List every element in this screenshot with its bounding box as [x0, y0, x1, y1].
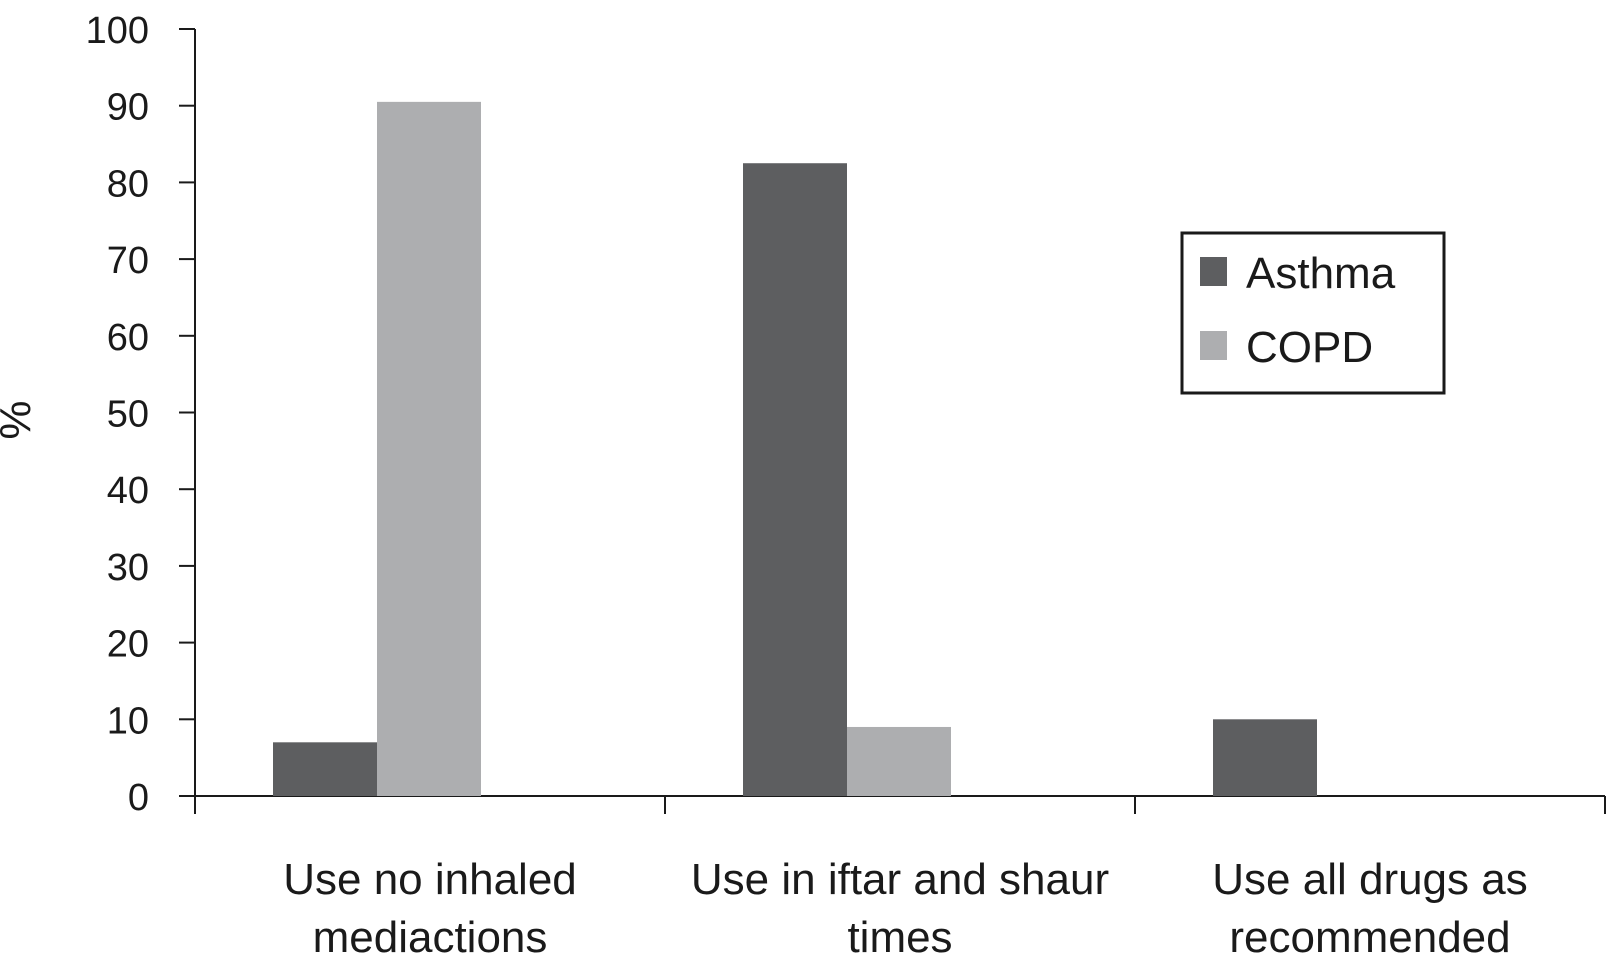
- y-axis-label: %: [0, 400, 40, 439]
- y-tick-label: 60: [107, 317, 149, 359]
- x-category-label-line: times: [847, 913, 952, 962]
- bars: [273, 101, 1317, 797]
- bar-asthma-0: [273, 742, 377, 796]
- bar-copd-0: [377, 101, 481, 797]
- bar-asthma-2: [1213, 719, 1317, 796]
- y-tick-label: 20: [107, 624, 149, 666]
- legend: Asthma COPD: [1180, 231, 1446, 395]
- x-category-label-line: Use no inhaled: [283, 855, 577, 904]
- y-tick-label: 90: [107, 87, 149, 129]
- legend-label-asthma: Asthma: [1246, 249, 1396, 298]
- legend-box: [1180, 231, 1446, 395]
- x-category-label-line: recommended: [1229, 913, 1510, 962]
- x-axis: Use no inhaled mediactions Use in iftar an…: [194, 795, 1606, 962]
- x-category-label: Use no inhaled mediactions: [283, 855, 577, 962]
- bar-copd-1: [847, 726, 951, 796]
- legend-swatch-copd: [1200, 331, 1227, 360]
- y-axis: 0 10 20 30 40 50 60 70 80 90 100: [86, 10, 196, 819]
- y-tick-label: 50: [107, 394, 149, 436]
- y-tick-label: 40: [107, 470, 149, 512]
- y-tick-label: 10: [107, 700, 149, 742]
- legend-swatch-asthma: [1200, 257, 1227, 286]
- x-category-label: Use in iftar and shaur times: [691, 855, 1109, 962]
- y-tick-label: 30: [107, 547, 149, 589]
- y-tick-label: 100: [86, 10, 149, 52]
- x-category-label: Use all drugs as recommended: [1212, 855, 1527, 962]
- legend-label-copd: COPD: [1246, 323, 1373, 372]
- y-tick-label: 70: [107, 240, 149, 282]
- y-axis-label-group: %: [0, 400, 40, 439]
- y-tick-label: 80: [107, 163, 149, 205]
- x-category-label-line: Use all drugs as: [1212, 855, 1527, 904]
- y-tick-label: 0: [128, 777, 149, 819]
- x-category-label-line: mediactions: [313, 913, 548, 962]
- x-category-label-line: Use in iftar and shaur: [691, 855, 1109, 904]
- bar-asthma-1: [743, 163, 847, 797]
